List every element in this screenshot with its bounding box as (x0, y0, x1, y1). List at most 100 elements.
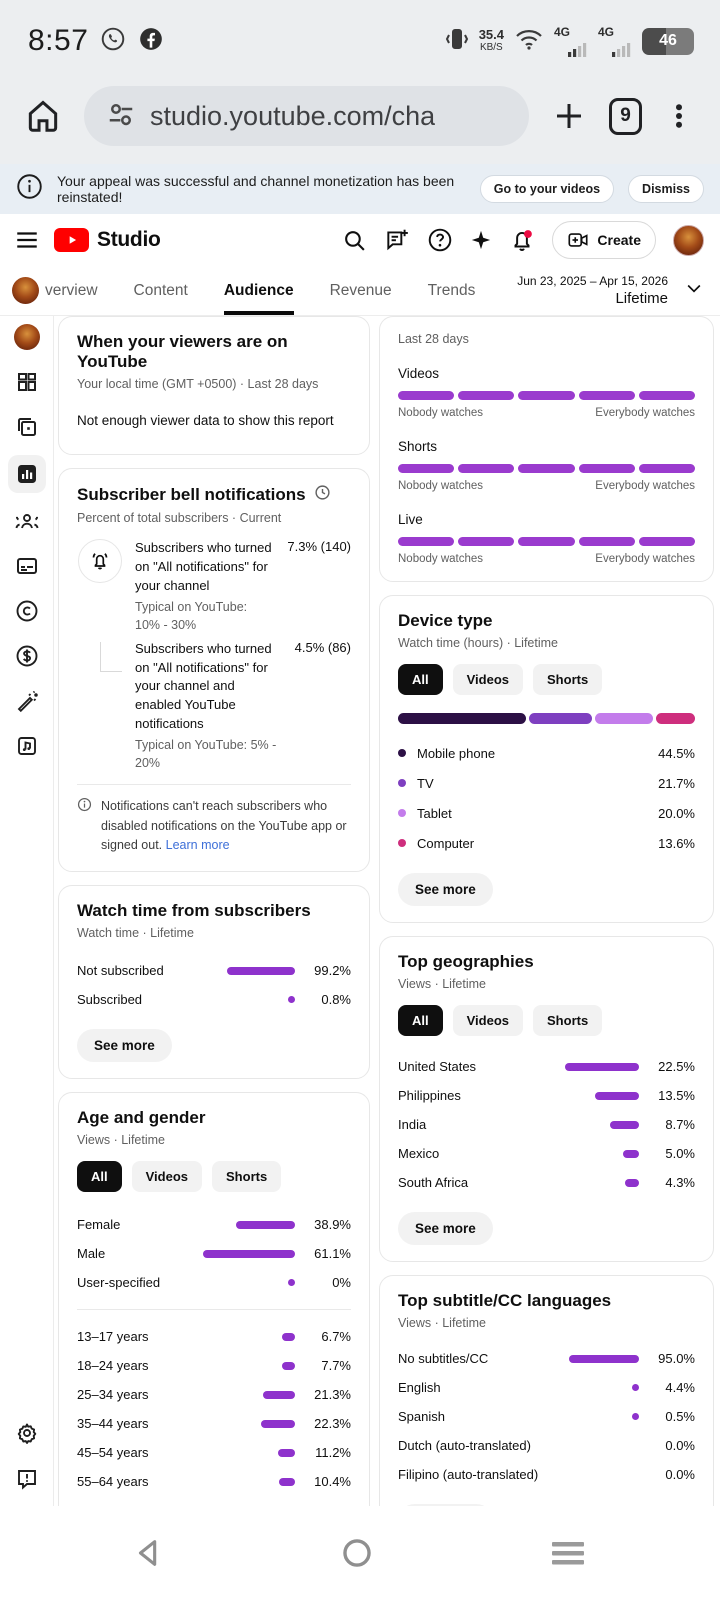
tab-switcher-button[interactable]: 9 (609, 97, 642, 135)
hamburger-menu-button[interactable] (14, 227, 40, 253)
stat-value: 38.9% (314, 1217, 351, 1233)
sidebar-channel-avatar[interactable] (13, 324, 40, 350)
stat-value: 5.0% (665, 1146, 695, 1161)
filter-chip-shorts[interactable]: Shorts (212, 1161, 282, 1193)
filter-chip-shorts[interactable]: Shorts (533, 1005, 603, 1036)
stat-value: 4.3% (665, 1175, 695, 1190)
feedback-icon[interactable] (384, 227, 410, 253)
sidebar-item-earn[interactable] (8, 639, 46, 673)
studio-brand[interactable]: Studio (97, 228, 161, 251)
stat-row: 35–44 years 22.3% (77, 1409, 351, 1438)
card-title: Subscriber bell notifications (77, 485, 306, 504)
filter-chip-videos[interactable]: Videos (131, 1161, 203, 1193)
legend-label: TV (417, 775, 434, 791)
sidebar-item-content[interactable] (8, 410, 46, 444)
sidebar-item-audio-library[interactable] (8, 729, 46, 763)
account-avatar[interactable] (673, 224, 704, 256)
browser-home-button[interactable] (24, 97, 62, 135)
stack-segment-computer (655, 713, 696, 724)
sidebar-item-dashboard[interactable] (8, 365, 46, 399)
filter-chip-all[interactable]: All (77, 1161, 122, 1193)
filter-chip-shorts[interactable]: Shorts (533, 664, 603, 695)
legend-row: Tablet 20.0% (398, 798, 695, 828)
sidebar-item-settings[interactable] (8, 1416, 46, 1450)
card-watch-time: Watch time from subscribers Watch time ·… (58, 885, 370, 1080)
status-bar: 8:57 35.4 KB/S 4G (0, 0, 720, 76)
card-subtitle: Watch time (hours) · Lifetime (398, 636, 558, 650)
see-more-button[interactable]: See more (398, 1212, 493, 1245)
stat-bar (547, 1413, 639, 1420)
learn-more-link[interactable]: Learn more (165, 838, 230, 852)
sidebar-item-copyright[interactable] (8, 594, 46, 628)
sidebar-item-send-feedback[interactable] (8, 1462, 46, 1496)
go-to-videos-button[interactable]: Go to your videos (479, 175, 615, 203)
sparkle-icon[interactable] (470, 229, 492, 251)
stat-bar (185, 1477, 295, 1486)
monetization-banner: Your appeal was successful and channel m… (0, 164, 720, 214)
create-button[interactable]: Create (552, 221, 656, 259)
stat-label: Philippines (398, 1088, 461, 1103)
youtube-logo[interactable] (54, 228, 89, 252)
sidebar-item-subtitles[interactable] (8, 549, 46, 583)
stat-label: Spanish (398, 1409, 445, 1424)
legend-value: 44.5% (658, 745, 695, 761)
channel-avatar[interactable] (12, 277, 39, 304)
date-range-text: Jun 23, 2025 – Apr 15, 2026 (517, 274, 668, 288)
filter-chip-all[interactable]: All (398, 664, 443, 695)
divider (77, 1309, 351, 1311)
legend-label: Computer (417, 835, 475, 851)
nav-back-button[interactable] (132, 1536, 166, 1570)
filter-chip-all[interactable]: All (398, 1005, 443, 1036)
nav-recents-button[interactable] (548, 1538, 588, 1568)
filter-chip-videos[interactable]: Videos (452, 1005, 524, 1036)
card-subtitle: Percent of total subscribers · Current (77, 511, 282, 525)
stat-value: 13.5% (658, 1088, 695, 1103)
nav-home-button[interactable] (340, 1536, 374, 1570)
filter-chip-videos[interactable]: Videos (452, 664, 524, 695)
tab-content[interactable]: Content (134, 268, 188, 315)
stat-value: 61.1% (314, 1246, 351, 1262)
dismiss-button[interactable]: Dismiss (628, 175, 704, 203)
seg-label: Live (398, 512, 423, 527)
card-subtitle: Your local time (GMT +0500) · Last 28 da… (77, 377, 319, 391)
search-icon[interactable] (342, 228, 367, 253)
stat-value: 0% (332, 1275, 351, 1291)
clock-time: 8:57 (28, 24, 89, 57)
sidebar-item-community[interactable] (8, 504, 46, 538)
empty-data-message: Not enough viewer data to show this repo… (77, 413, 334, 428)
stat-label: Male (77, 1246, 106, 1262)
stat-value: 8.7% (665, 1117, 695, 1132)
help-icon[interactable] (427, 227, 453, 253)
legend-label: Tablet (417, 805, 452, 821)
see-more-button[interactable]: See more (77, 1029, 172, 1063)
gender-stats: Female 38.9% Male 61.1% User-specified 0% (77, 1210, 351, 1297)
stat-value: 7.7% (321, 1358, 351, 1374)
stat-row: Philippines 13.5% (398, 1081, 695, 1110)
see-more-button[interactable]: See more (398, 873, 493, 906)
tab-overview[interactable]: verview (45, 268, 98, 315)
new-tab-button[interactable] (551, 98, 587, 134)
stat-row: Female 38.9% (77, 1210, 351, 1239)
browser-menu-button[interactable] (664, 99, 694, 133)
stat-label: 45–54 years (77, 1445, 149, 1461)
address-bar[interactable]: studio.youtube.com/cha (84, 86, 529, 146)
site-settings-icon[interactable] (106, 99, 136, 134)
stat-bar (185, 1390, 295, 1399)
ringing-bell-icon (78, 539, 122, 583)
sidebar-item-analytics[interactable] (7, 455, 46, 493)
bell-row-typical: Typical on YouTube: 10% - 30% (135, 599, 248, 632)
notifications-bell-icon[interactable] (509, 227, 535, 253)
card-subtitle: Views · Lifetime (398, 977, 486, 991)
stat-value: 10.4% (314, 1474, 351, 1490)
stat-value: 6.7% (321, 1329, 351, 1345)
tab-revenue[interactable]: Revenue (330, 268, 392, 315)
card-title: Watch time from subscribers (77, 901, 311, 921)
date-range-picker[interactable]: Jun 23, 2025 – Apr 15, 2026 Lifetime (517, 274, 668, 307)
tab-trends[interactable]: Trends (428, 268, 476, 315)
stat-label: No subtitles/CC (398, 1351, 489, 1366)
sidebar-item-customization[interactable] (8, 684, 46, 718)
bell-note: Notifications can't reach subscribers wh… (77, 797, 351, 855)
chevron-down-icon[interactable] (684, 278, 704, 303)
stat-label: Mexico (398, 1146, 440, 1161)
tab-audience[interactable]: Audience (223, 268, 294, 315)
